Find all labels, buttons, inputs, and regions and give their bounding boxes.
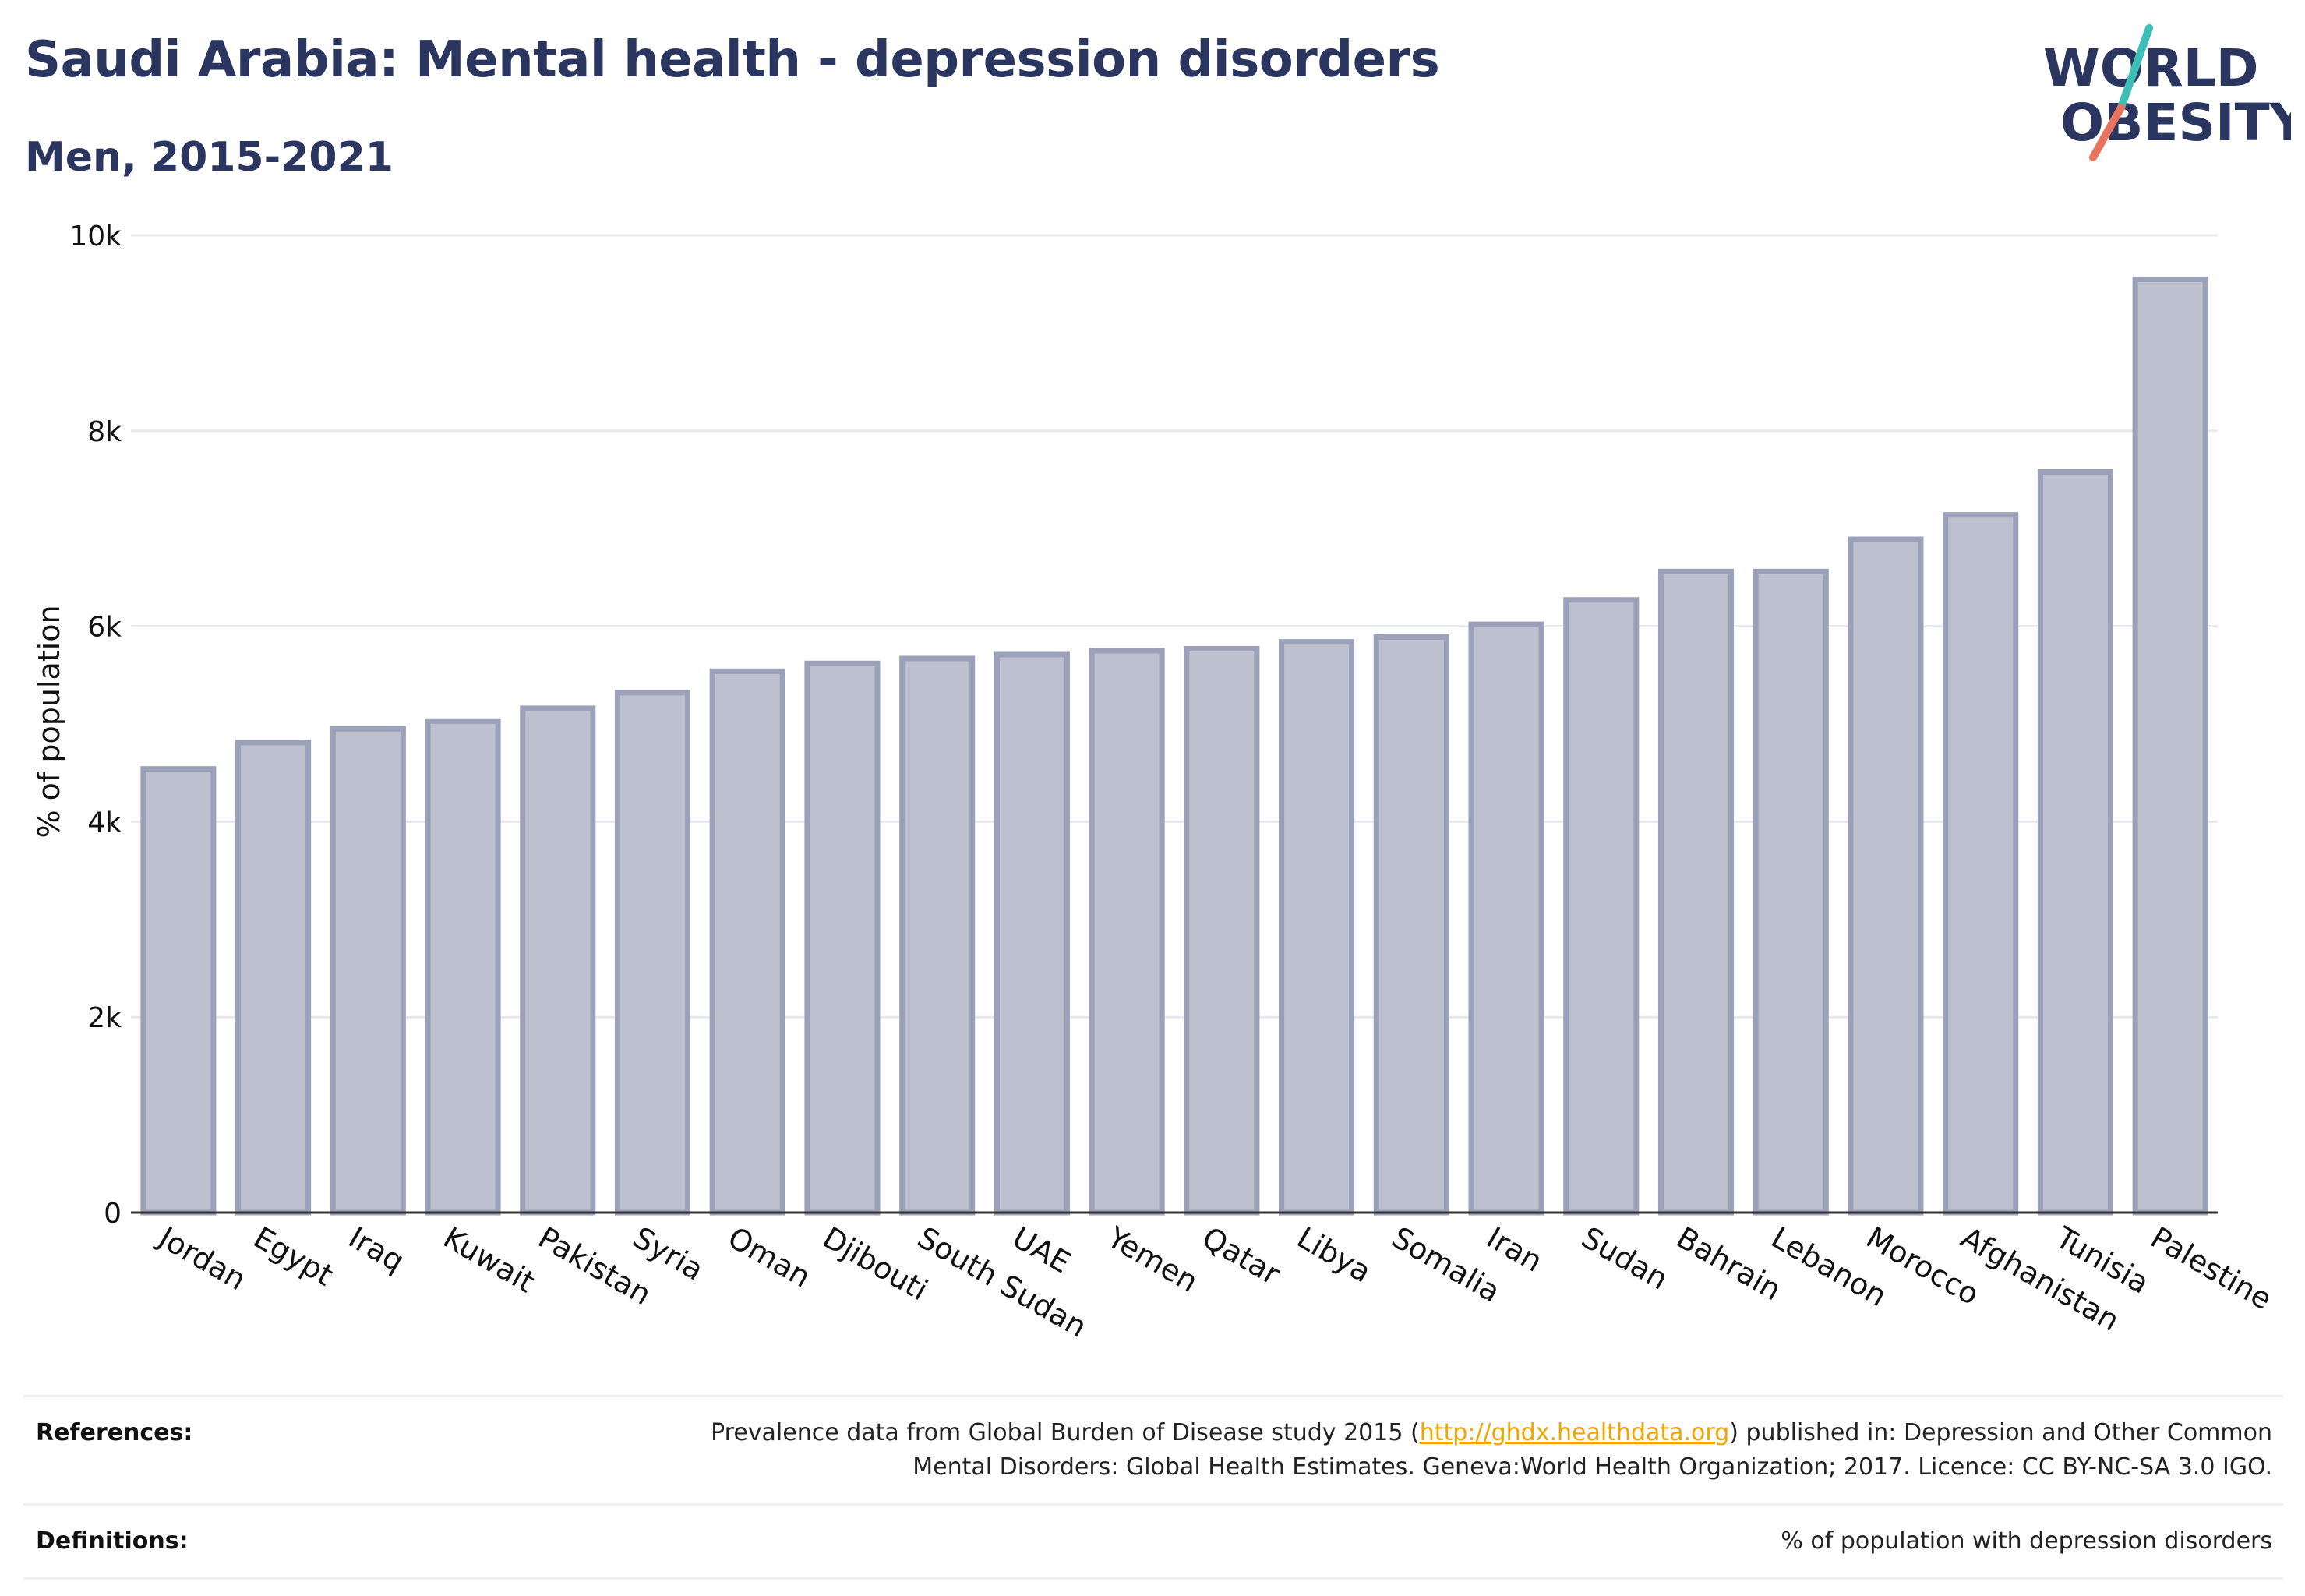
- references-text-post: ) published in: Depression and Other Com…: [1729, 1419, 2272, 1446]
- bar[interactable]: [2037, 468, 2113, 1216]
- bar[interactable]: [1089, 648, 1165, 1216]
- x-tick-label: Yemen: [1101, 1220, 1204, 1299]
- chart-subtitle: Men, 2015-2021: [25, 134, 394, 181]
- bar[interactable]: [1753, 568, 1829, 1216]
- x-tick-label: Iraq: [343, 1220, 410, 1279]
- x-tick-label: Kuwait: [438, 1220, 541, 1300]
- bar[interactable]: [1943, 512, 2019, 1216]
- x-tick-label: Qatar: [1196, 1220, 1286, 1292]
- logo-slash-bottom: [2089, 104, 2125, 161]
- bar[interactable]: [1468, 621, 1544, 1216]
- x-tick-label: South Sudan: [912, 1220, 1092, 1344]
- bar[interactable]: [614, 690, 691, 1216]
- bar[interactable]: [994, 651, 1070, 1216]
- bars: [140, 276, 2208, 1216]
- definitions-row: Definitions: % of population with depres…: [23, 1503, 2283, 1580]
- bar[interactable]: [235, 740, 312, 1216]
- bar[interactable]: [520, 705, 596, 1216]
- bar[interactable]: [1563, 597, 1640, 1216]
- x-tick-label: Egypt: [248, 1220, 339, 1293]
- logo-text-world: WORLD: [2043, 38, 2259, 98]
- x-tick-label: Djibouti: [817, 1220, 934, 1308]
- logo-slash-top: [2117, 24, 2153, 111]
- y-tick-label: 10k: [69, 221, 122, 252]
- chart-title: Saudi Arabia: Mental health - depression…: [25, 31, 1440, 89]
- y-tick-label: 6k: [87, 612, 122, 644]
- y-axis-label: % of population: [32, 605, 66, 838]
- bar[interactable]: [804, 660, 881, 1216]
- bar[interactable]: [140, 766, 217, 1216]
- references-row: References: Prevalence data from Global …: [23, 1395, 2283, 1503]
- definitions-label: Definitions:: [36, 1527, 189, 1555]
- references-link[interactable]: http://ghdx.healthdata.org: [1419, 1419, 1730, 1446]
- references-text: Prevalence data from Global Burden of Di…: [711, 1416, 2283, 1485]
- x-tick-label: Sudan: [1576, 1220, 1674, 1297]
- footer: References: Prevalence data from Global …: [23, 1395, 2283, 1580]
- bar[interactable]: [330, 726, 406, 1216]
- bar[interactable]: [425, 718, 501, 1216]
- y-tick-label: 4k: [87, 807, 122, 839]
- y-axis-ticks: 0 2k 4k 6k 8k 10k: [69, 221, 122, 1230]
- bar[interactable]: [1848, 536, 1924, 1216]
- bar[interactable]: [2132, 276, 2208, 1216]
- y-tick-label: 8k: [87, 416, 122, 448]
- x-tick-label: Oman: [722, 1220, 817, 1294]
- references-text-line2: Mental Disorders: Global Health Estimate…: [912, 1453, 2272, 1481]
- bar[interactable]: [1373, 634, 1449, 1216]
- world-obesity-logo: WORLD OBESITY: [2043, 24, 2291, 161]
- x-tick-label: Libya: [1291, 1220, 1377, 1290]
- bar[interactable]: [1279, 639, 1355, 1216]
- x-tick-label: Palestine: [2145, 1220, 2278, 1317]
- y-tick-label: 2k: [87, 1002, 122, 1034]
- definitions-text: % of population with depression disorder…: [1781, 1527, 2272, 1555]
- x-tick-label: Bahrain: [1671, 1220, 1787, 1308]
- bar[interactable]: [1184, 645, 1260, 1216]
- bar[interactable]: [899, 655, 976, 1216]
- references-label: References:: [36, 1419, 193, 1446]
- bar[interactable]: [1657, 568, 1735, 1216]
- references-text-pre: Prevalence data from Global Burden of Di…: [711, 1419, 1420, 1446]
- x-tick-label: Jordan: [152, 1220, 252, 1298]
- x-tick-label: Somalia: [1386, 1220, 1506, 1309]
- bar[interactable]: [709, 668, 785, 1216]
- y-tick-label: 0: [104, 1198, 122, 1230]
